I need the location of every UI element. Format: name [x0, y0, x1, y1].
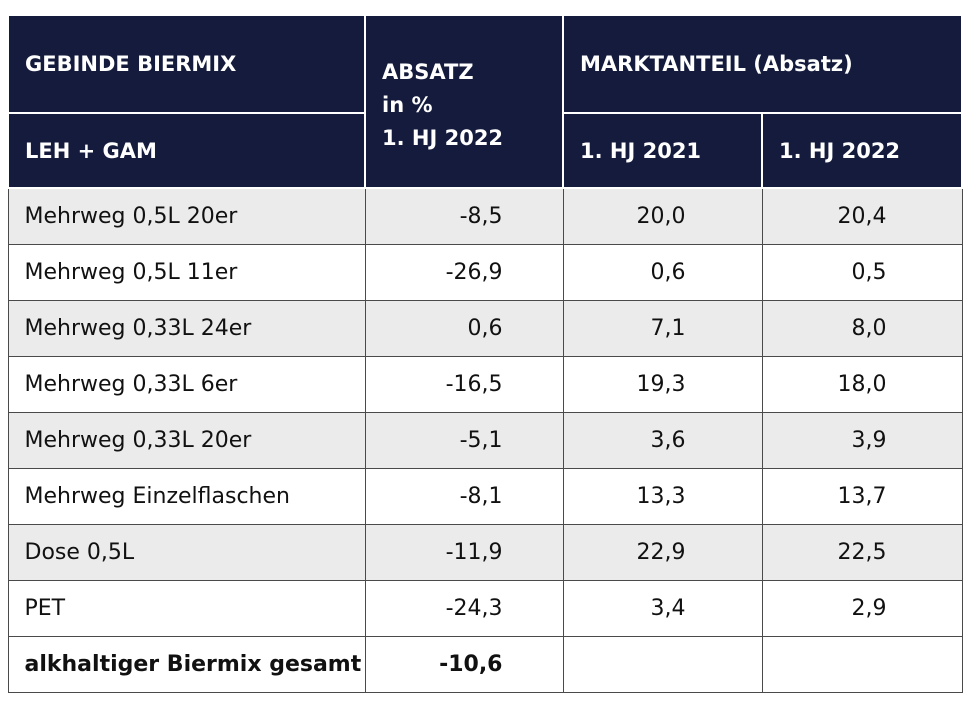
row-absatz: -8,1	[364, 468, 564, 525]
row-label: Mehrweg 0,33L 20er	[7, 412, 366, 469]
row-marktanteil-2022: 8,0	[761, 300, 963, 357]
table-header: GEBINDE BIERMIX ABSATZ in % 1. HJ 2022 M…	[7, 14, 963, 189]
row-marktanteil-2021: 13,3	[562, 468, 763, 525]
table-row: Mehrweg 0,33L 6er -16,5 19,3 18,0	[7, 356, 963, 413]
total-row: alkhaltiger Biermix gesamt -10,6	[7, 636, 963, 693]
row-absatz: -24,3	[364, 580, 564, 637]
row-marktanteil-2022: 20,4	[761, 187, 963, 245]
row-label: Mehrweg 0,33L 24er	[7, 300, 366, 357]
row-marktanteil-2022: 13,7	[761, 468, 963, 525]
row-absatz: -16,5	[364, 356, 564, 413]
total-empty-2022	[761, 636, 963, 693]
header-leh-gam: LEH + GAM	[7, 112, 366, 189]
row-marktanteil-2021: 19,3	[562, 356, 763, 413]
row-marktanteil-2021: 20,0	[562, 187, 763, 245]
row-marktanteil-2021: 22,9	[562, 524, 763, 581]
table-row: Mehrweg 0,5L 11er -26,9 0,6 0,5	[7, 244, 963, 301]
header-marktanteil: MARKTANTEIL (Absatz)	[562, 14, 963, 114]
data-table-container: GEBINDE BIERMIX ABSATZ in % 1. HJ 2022 M…	[7, 14, 963, 693]
biermix-table: GEBINDE BIERMIX ABSATZ in % 1. HJ 2022 M…	[7, 14, 963, 693]
table-row: Mehrweg Einzelflaschen -8,1 13,3 13,7	[7, 468, 963, 525]
row-label: Mehrweg 0,5L 20er	[7, 187, 366, 245]
header-hj-2021: 1. HJ 2021	[562, 112, 763, 189]
table-row: Mehrweg 0,5L 20er -8,5 20,0 20,4	[7, 187, 963, 245]
row-marktanteil-2022: 3,9	[761, 412, 963, 469]
row-marktanteil-2022: 18,0	[761, 356, 963, 413]
table-row: Mehrweg 0,33L 24er 0,6 7,1 8,0	[7, 300, 963, 357]
row-absatz: -26,9	[364, 244, 564, 301]
row-marktanteil-2022: 22,5	[761, 524, 963, 581]
header-absatz-line2: in %	[382, 93, 433, 117]
row-marktanteil-2022: 2,9	[761, 580, 963, 637]
row-marktanteil-2021: 0,6	[562, 244, 763, 301]
row-marktanteil-2022: 0,5	[761, 244, 963, 301]
row-absatz: -11,9	[364, 524, 564, 581]
header-hj-2022: 1. HJ 2022	[761, 112, 963, 189]
table-row: PET -24,3 3,4 2,9	[7, 580, 963, 637]
total-label: alkhaltiger Biermix gesamt	[7, 636, 366, 693]
row-label: Mehrweg 0,5L 11er	[7, 244, 366, 301]
row-marktanteil-2021: 3,6	[562, 412, 763, 469]
row-absatz: -8,5	[364, 187, 564, 245]
row-absatz: 0,6	[364, 300, 564, 357]
header-absatz-line3: 1. HJ 2022	[382, 126, 504, 150]
row-marktanteil-2021: 3,4	[562, 580, 763, 637]
row-label: Mehrweg 0,33L 6er	[7, 356, 366, 413]
header-absatz-line1: ABSATZ	[382, 60, 474, 84]
header-gebinde: GEBINDE BIERMIX	[7, 14, 366, 114]
row-label: Mehrweg Einzelflaschen	[7, 468, 366, 525]
row-absatz: -5,1	[364, 412, 564, 469]
table-row: Mehrweg 0,33L 20er -5,1 3,6 3,9	[7, 412, 963, 469]
table-row: Dose 0,5L -11,9 22,9 22,5	[7, 524, 963, 581]
total-empty-2021	[562, 636, 763, 693]
row-label: PET	[7, 580, 366, 637]
row-label: Dose 0,5L	[7, 524, 366, 581]
table-body: Mehrweg 0,5L 20er -8,5 20,0 20,4 Mehrweg…	[7, 187, 963, 693]
row-marktanteil-2021: 7,1	[562, 300, 763, 357]
header-absatz: ABSATZ in % 1. HJ 2022	[364, 14, 564, 189]
total-absatz: -10,6	[364, 636, 564, 693]
